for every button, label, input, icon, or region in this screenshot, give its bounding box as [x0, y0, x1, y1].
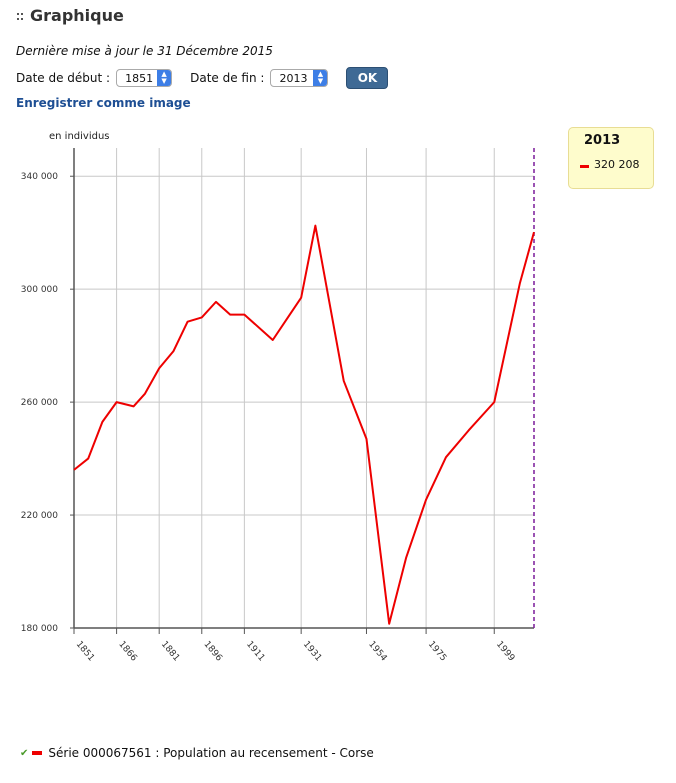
select-arrows-icon: ▲ ▼	[313, 70, 328, 86]
y-tick-label: 300 000	[21, 285, 58, 295]
series-legend: ✔ Série 000067561 : Population au recens…	[20, 746, 374, 760]
start-date-label: Date de début :	[16, 71, 111, 85]
start-date-value: 1851	[125, 71, 154, 85]
end-date-select[interactable]: 2013 ▲ ▼	[270, 69, 329, 87]
y-tick-label: 220 000	[21, 511, 58, 521]
series-label: Série 000067561 : Population au recensem…	[48, 746, 374, 760]
x-tick-label: 1881	[159, 640, 181, 664]
tooltip-year: 2013	[584, 133, 621, 148]
tooltip-series-swatch	[580, 165, 589, 168]
end-date-label: Date de fin :	[190, 71, 265, 85]
select-arrows-icon: ▲ ▼	[157, 70, 172, 86]
start-date-select[interactable]: 1851 ▲ ▼	[116, 69, 173, 87]
check-icon[interactable]: ✔	[20, 747, 29, 759]
date-controls: Date de début : 1851 ▲ ▼ Date de fin : 20…	[16, 67, 389, 89]
y-tick-label: 340 000	[21, 172, 58, 182]
page-title: Graphique	[30, 6, 124, 25]
save-as-image-link[interactable]: Enregistrer comme image	[16, 96, 191, 110]
x-tick-label: 1931	[301, 640, 323, 664]
series-line	[73, 224, 535, 625]
drag-handle-icon[interactable]	[16, 12, 24, 22]
tooltip-legend: 2013 320 208	[568, 127, 654, 189]
y-axis-label: en individus	[49, 131, 110, 142]
panel-header: Graphique	[16, 6, 124, 25]
y-tick-label: 180 000	[21, 624, 58, 634]
x-tick-label: 1911	[244, 640, 266, 664]
y-tick-label: 260 000	[21, 398, 58, 408]
population-line-chart: en individus 180 000 220 000 260 000 300 00…	[21, 131, 535, 664]
tooltip-value: 320 208	[594, 158, 640, 171]
x-tick-label: 1851	[74, 640, 96, 664]
x-tick-label: 1975	[426, 640, 448, 664]
x-tick-label: 1999	[494, 640, 517, 664]
last-updated-text: Dernière mise à jour le 31 Décembre 2015	[16, 44, 273, 58]
ok-button[interactable]: OK	[346, 67, 389, 89]
x-tick-label: 1866	[116, 640, 139, 664]
end-date-value: 2013	[279, 71, 308, 85]
x-tick-label: 1896	[201, 640, 224, 664]
series-swatch	[32, 751, 43, 755]
x-tick-label: 1954	[366, 640, 389, 664]
